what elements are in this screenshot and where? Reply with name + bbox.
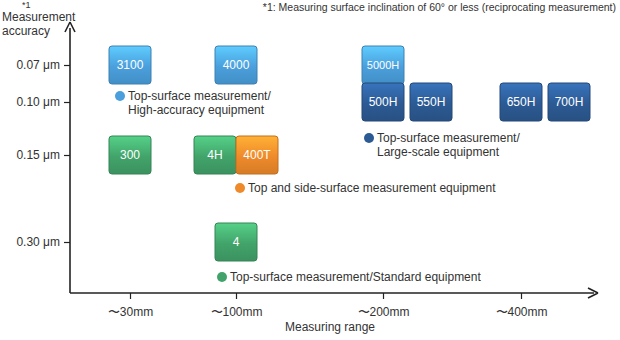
x-tick: 〜400mm	[495, 293, 547, 319]
product-box	[236, 136, 278, 174]
product-label: 5000H	[367, 59, 399, 71]
box-labels: 3100 4000 5000H 500H 550H 650H 700H 300 4H 400T 4	[117, 58, 584, 249]
product-label: 4000	[223, 58, 250, 72]
product-label: 700H	[555, 95, 584, 109]
x-tick-label: 〜100mm	[210, 305, 262, 319]
x-axis-arrow	[588, 288, 598, 298]
group-bullet	[115, 91, 125, 101]
product-label: 300	[120, 148, 140, 162]
product-label: 550H	[417, 95, 446, 109]
y-axis-title-line: accuracy	[2, 24, 50, 38]
group-name: Top and side-surface measurement equipme…	[248, 181, 496, 195]
plot-area	[109, 46, 590, 261]
footnote: *1: Measuring surface inclination of 60°…	[263, 1, 616, 13]
group-labels: Top-surface measurement/High-accuracy eq…	[115, 89, 520, 284]
product-box	[362, 83, 404, 121]
x-axis-title: Measuring range	[285, 320, 375, 334]
x-tick-mark	[130, 293, 131, 299]
group-bullet	[217, 272, 227, 282]
y-tick-mark	[64, 155, 70, 156]
y-axis: 0.07 μm 0.10 μm 0.15 μm 0.30 μm	[16, 58, 70, 249]
y-axis-title: Measurementaccuracy	[2, 10, 76, 38]
x-tick-label: 〜30mm	[108, 305, 153, 319]
group-label: Top and side-surface measurement equipme…	[235, 181, 496, 195]
group-name-line: Top-surface measurement/Standard equipme…	[230, 270, 481, 284]
group-name-line: Large-scale equipment	[377, 145, 500, 159]
group-name: Top-surface measurement/High-accuracy eq…	[128, 89, 271, 117]
y-tick: 0.10 μm	[16, 95, 70, 109]
product-box	[109, 136, 151, 174]
x-tick: 〜30mm	[108, 293, 153, 319]
product-box	[194, 136, 236, 174]
product-label: 400T	[243, 148, 271, 162]
product-label: 3100	[117, 58, 144, 72]
y-tick-label: 0.07 μm	[16, 58, 60, 72]
x-tick-mark	[236, 293, 237, 299]
product-box	[215, 223, 257, 261]
y-tick: 0.15 μm	[16, 148, 70, 162]
group-name-line: High-accuracy equipment	[128, 103, 265, 117]
x-tick-mark	[521, 293, 522, 299]
y-axis-title-line: Measurement	[2, 10, 76, 24]
group-label: Top-surface measurement/Large-scale equi…	[364, 131, 520, 159]
product-label: 500H	[369, 95, 398, 109]
x-tick: 〜200mm	[357, 293, 409, 319]
x-tick-label: 〜200mm	[357, 305, 409, 319]
product-box	[500, 83, 542, 121]
y-tick-mark	[64, 242, 70, 243]
group-label: Top-surface measurement/High-accuracy eq…	[115, 89, 271, 117]
x-tick-label: 〜400mm	[495, 305, 547, 319]
group-name: Top-surface measurement/Standard equipme…	[230, 270, 481, 284]
group-name-line: Top and side-surface measurement equipme…	[248, 181, 496, 195]
x-axis: 〜30mm 〜100mm 〜200mm 〜400mm	[108, 293, 548, 319]
y-tick: 0.07 μm	[16, 58, 70, 72]
product-box	[109, 46, 151, 84]
product-box	[215, 46, 257, 84]
product-box	[548, 83, 590, 121]
group-label: Top-surface measurement/Standard equipme…	[217, 270, 481, 284]
x-tick-mark	[383, 293, 384, 299]
x-tick: 〜100mm	[210, 293, 262, 319]
y-tick-label: 0.30 μm	[16, 235, 60, 249]
x-axis-line	[70, 292, 594, 294]
chart: 0.07 μm0.10 μm0.15 μm0.30 μm〜30mm〜100mm〜…	[0, 0, 620, 340]
y-tick-label: 0.15 μm	[16, 148, 60, 162]
y-axis-line	[69, 28, 71, 293]
axes	[65, 22, 598, 298]
y-tick-label: 0.10 μm	[16, 95, 60, 109]
group-bullet	[364, 133, 374, 143]
product-box	[410, 83, 452, 121]
y-axis-note: *1	[22, 0, 31, 10]
group-bullet	[235, 183, 245, 193]
y-tick-mark	[64, 102, 70, 103]
product-label: 650H	[507, 95, 536, 109]
product-box	[362, 46, 404, 84]
group-name-line: Top-surface measurement/	[377, 131, 520, 145]
group-name: Top-surface measurement/Large-scale equi…	[377, 131, 520, 159]
y-tick-mark	[64, 65, 70, 66]
group-name-line: Top-surface measurement/	[128, 89, 271, 103]
y-tick: 0.30 μm	[16, 235, 70, 249]
product-label: 4H	[207, 148, 222, 162]
product-label: 4	[233, 235, 240, 249]
